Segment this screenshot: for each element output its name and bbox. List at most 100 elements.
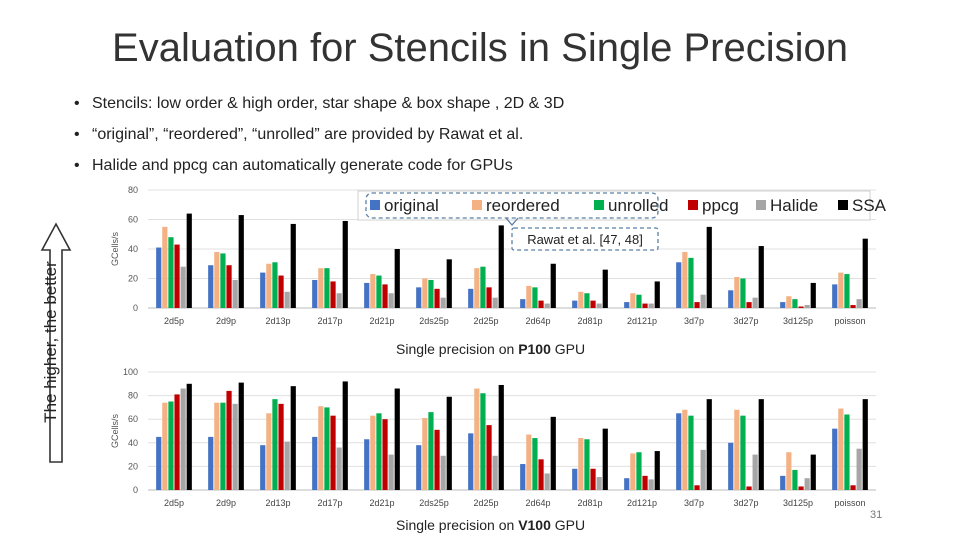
bar-reordered	[786, 452, 792, 490]
bar-ssam	[758, 399, 764, 490]
legend-swatch-unrolled	[594, 200, 604, 210]
bar-reordered	[422, 278, 428, 308]
bar-halide	[284, 441, 290, 490]
bar-reordered	[318, 406, 324, 490]
legend-swatch-original	[370, 200, 380, 210]
bar-ppcg	[642, 303, 648, 308]
y-tick-label: 100	[123, 367, 138, 377]
bar-ssam	[394, 388, 400, 490]
y-tick-label: 80	[128, 391, 138, 401]
bullet-text: Stencils: low order & high order, star s…	[92, 95, 565, 112]
x-tick-label: 2d17p	[317, 498, 342, 508]
bar-halide	[180, 266, 186, 308]
y-tick-label: 60	[128, 414, 138, 424]
bar-unrolled	[168, 237, 174, 308]
bar-reordered	[214, 251, 220, 308]
bar-reordered	[422, 418, 428, 490]
bullet-dot: •	[74, 126, 80, 143]
bar-unrolled	[636, 452, 642, 490]
bar-halide	[284, 291, 290, 308]
bar-halide	[700, 294, 706, 308]
x-tick-label: 2d25p	[473, 498, 498, 508]
x-tick-label: 3d125p	[783, 316, 813, 326]
x-tick-label: 3d125p	[783, 498, 813, 508]
bar-reordered	[734, 409, 740, 490]
bar-original	[624, 302, 630, 308]
bar-halide	[440, 455, 446, 490]
legend-box	[357, 190, 871, 221]
bar-unrolled	[272, 262, 278, 308]
bar-ppcg	[330, 281, 336, 308]
bar-halide	[232, 279, 238, 308]
bar-ppcg	[590, 468, 596, 490]
x-tick-label: 2d17p	[317, 316, 342, 326]
bar-original	[468, 288, 474, 308]
x-tick-label: 2d64p	[525, 316, 550, 326]
bar-ssam	[394, 249, 400, 308]
y-tick-label: 20	[128, 274, 138, 284]
bar-reordered	[162, 402, 168, 490]
bar-ppcg	[486, 425, 492, 490]
bar-ppcg	[590, 300, 596, 308]
bar-ssam	[290, 223, 296, 308]
bar-halide	[336, 293, 342, 308]
bar-unrolled	[584, 293, 590, 308]
bar-reordered	[370, 415, 376, 490]
y-tick-label: 80	[128, 185, 138, 195]
slide-title: Evaluation for Stencils in Single Precis…	[112, 26, 848, 70]
bullet-text: Halide and ppcg can automatically genera…	[92, 157, 513, 174]
bar-ppcg	[850, 485, 856, 490]
bar-original	[364, 439, 370, 490]
bar-unrolled	[220, 402, 226, 490]
bar-original	[416, 287, 422, 308]
bar-ppcg	[226, 390, 232, 490]
bar-ppcg	[278, 403, 284, 490]
x-tick-label: 2d81p	[577, 316, 602, 326]
bar-reordered	[838, 408, 844, 490]
x-tick-label: poisson	[834, 316, 865, 326]
bar-original	[520, 299, 526, 308]
bullet-list: • Stencils: low order & high order, star …	[74, 92, 564, 185]
bar-ppcg	[642, 475, 648, 490]
bar-reordered	[266, 263, 272, 308]
bar-reordered	[682, 251, 688, 308]
bar-original	[156, 436, 162, 490]
bar-ppcg	[850, 305, 856, 308]
bar-original	[312, 279, 318, 308]
bar-original	[676, 262, 682, 308]
bar-ssam	[342, 220, 348, 308]
bar-unrolled	[844, 274, 850, 308]
side-label: The higher, the better	[41, 261, 60, 423]
legend-group-bracket	[365, 192, 659, 219]
bar-halide	[596, 477, 602, 490]
legend-label: reordered	[486, 196, 560, 215]
bar-ppcg	[226, 265, 232, 308]
bar-unrolled	[220, 253, 226, 308]
x-tick-label: 3d27p	[733, 316, 758, 326]
legend-swatch-ssam	[838, 200, 848, 210]
bar-reordered	[578, 291, 584, 308]
legend-swatch-reordered	[472, 200, 482, 210]
x-tick-label: 3d7p	[684, 316, 704, 326]
bar-original	[520, 464, 526, 490]
y-tick-label: 60	[128, 215, 138, 225]
bar-ppcg	[434, 288, 440, 308]
bar-halide	[492, 297, 498, 308]
bar-reordered	[266, 413, 272, 490]
bar-reordered	[630, 453, 636, 490]
v100-caption: Single precision on V100 GPU	[396, 517, 585, 533]
bar-halide	[180, 388, 186, 490]
legend-group-pointer	[505, 217, 519, 226]
y-tick-label: 40	[128, 244, 138, 254]
bar-unrolled	[740, 415, 746, 490]
bar-ssam	[238, 382, 244, 490]
legend-note: Rawat et al. [47, 48]	[527, 232, 643, 247]
bar-halide	[544, 303, 550, 308]
x-tick-label: 2ds25p	[419, 316, 449, 326]
bar-ssam	[238, 215, 244, 308]
bar-reordered	[474, 268, 480, 308]
legend: original reordered unrolled ppcg Halide SSAM R…	[357, 190, 886, 251]
bar-halide	[648, 479, 654, 490]
bar-unrolled	[324, 407, 330, 490]
bar-unrolled	[740, 278, 746, 308]
